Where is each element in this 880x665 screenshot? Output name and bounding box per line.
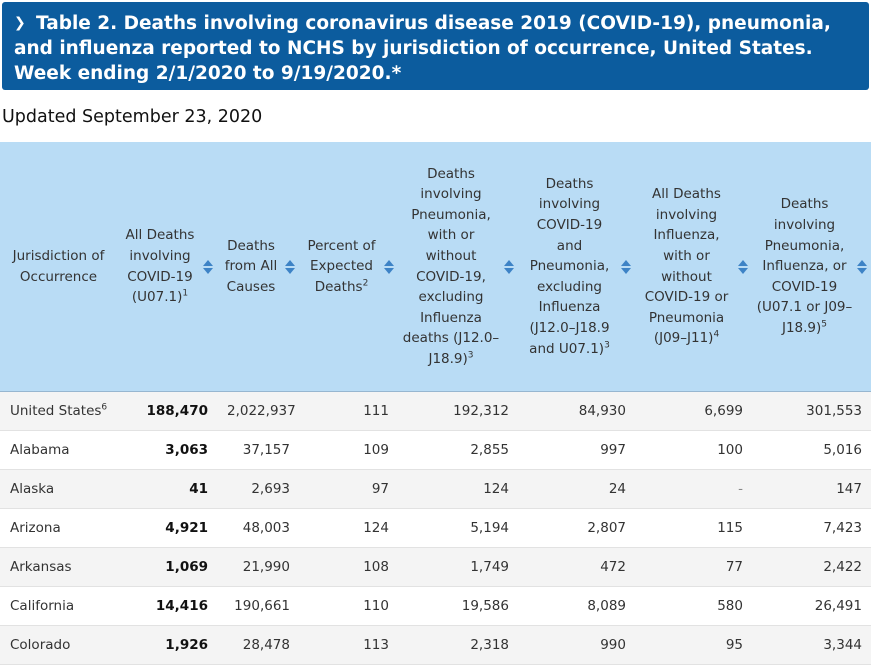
covid-deaths-cell: 4,921 <box>117 508 217 548</box>
covid-deaths-cell: 1,926 <box>117 625 217 665</box>
pneumonia-cell: 192,312 <box>398 391 518 431</box>
covid-deaths-cell: 41 <box>117 469 217 509</box>
updated-date: Updated September 23, 2020 <box>2 107 263 127</box>
all-causes-cell: 37,157 <box>217 430 299 470</box>
jurisdiction-cell: Alabama <box>0 430 117 470</box>
table-title: Table 2. Deaths involving coronavirus di… <box>14 13 831 84</box>
column-header-label: All Deaths involving COVID-19 (U07.1)1 <box>125 227 195 306</box>
column-header-label: Deaths involving COVID-19 and Pneumonia,… <box>529 175 610 357</box>
column-header-covid-and-pneumonia[interactable]: Deaths involving COVID-19 and Pneumonia,… <box>518 142 635 392</box>
pic-cell: 301,553 <box>752 391 871 431</box>
pic-cell: 7,423 <box>752 508 871 548</box>
sort-icon[interactable] <box>856 259 867 274</box>
all-causes-cell: 190,661 <box>217 586 299 626</box>
influenza-cell: 115 <box>635 508 752 548</box>
column-header-pneumonia[interactable]: Deaths involving Pneumonia, with or with… <box>398 142 518 392</box>
table-row: California 14,416 190,661 110 19,586 8,0… <box>0 586 871 626</box>
percent-expected-cell: 113 <box>299 625 398 665</box>
column-header-label: Deaths involving Pneumonia, Influenza, o… <box>756 196 853 336</box>
table-title-banner[interactable]: ❯ Table 2. Deaths involving coronavirus d… <box>2 2 869 90</box>
all-causes-cell: 2,022,937 <box>217 391 299 431</box>
covid-pneumonia-cell: 472 <box>518 547 635 587</box>
covid-pneumonia-cell: 997 <box>518 430 635 470</box>
influenza-cell: 580 <box>635 586 752 626</box>
column-header-label: Percent of Expected Deaths2 <box>307 237 376 295</box>
covid-deaths-cell: 14,416 <box>117 586 217 626</box>
covid-deaths-cell: 1,069 <box>117 547 217 587</box>
pneumonia-cell: 2,855 <box>398 430 518 470</box>
table-header-row: Jurisdiction of Occurrence All Deaths in… <box>0 142 871 392</box>
jurisdiction-cell: United States6 <box>0 391 117 431</box>
chevron-down-icon: ❯ <box>14 15 26 31</box>
influenza-cell: 100 <box>635 430 752 470</box>
column-header-all-causes[interactable]: Deaths from All Causes <box>217 142 299 392</box>
table-row: United States6 188,470 2,022,937 111 192… <box>0 391 871 431</box>
pic-cell: 26,491 <box>752 586 871 626</box>
column-header-label: Jurisdiction of Occurrence <box>12 247 105 285</box>
covid-deaths-cell: 3,063 <box>117 430 217 470</box>
column-header-covid-deaths[interactable]: All Deaths involving COVID-19 (U07.1)1 <box>117 142 217 392</box>
jurisdiction-cell: Alaska <box>0 469 117 509</box>
percent-expected-cell: 109 <box>299 430 398 470</box>
pneumonia-cell: 1,749 <box>398 547 518 587</box>
influenza-cell: 6,699 <box>635 391 752 431</box>
table-row: Alabama 3,063 37,157 109 2,855 997 100 5… <box>0 430 871 470</box>
percent-expected-cell: 110 <box>299 586 398 626</box>
covid-pneumonia-cell: 84,930 <box>518 391 635 431</box>
pneumonia-cell: 19,586 <box>398 586 518 626</box>
sort-icon[interactable] <box>620 259 631 274</box>
sort-icon[interactable] <box>202 259 213 274</box>
table-row: Arkansas 1,069 21,990 108 1,749 472 77 2… <box>0 547 871 587</box>
jurisdiction-cell: Arizona <box>0 508 117 548</box>
column-header-pic[interactable]: Deaths involving Pneumonia, Influenza, o… <box>752 142 871 392</box>
influenza-cell: 95 <box>635 625 752 665</box>
sort-icon[interactable] <box>383 259 394 274</box>
column-header-label: Deaths from All Causes <box>224 237 278 295</box>
all-causes-cell: 2,693 <box>217 469 299 509</box>
pic-cell: 5,016 <box>752 430 871 470</box>
pneumonia-cell: 124 <box>398 469 518 509</box>
jurisdiction-cell: Colorado <box>0 625 117 665</box>
pic-cell: 3,344 <box>752 625 871 665</box>
percent-expected-cell: 97 <box>299 469 398 509</box>
table-row: Arizona 4,921 48,003 124 5,194 2,807 115… <box>0 508 871 548</box>
percent-expected-cell: 124 <box>299 508 398 548</box>
covid-deaths-cell: 188,470 <box>117 391 217 431</box>
covid-pneumonia-cell: 24 <box>518 469 635 509</box>
column-header-label: All Deaths involving Influenza, with or … <box>644 186 729 347</box>
column-header-influenza[interactable]: All Deaths involving Influenza, with or … <box>635 142 752 392</box>
column-header-jurisdiction[interactable]: Jurisdiction of Occurrence <box>0 142 117 392</box>
percent-expected-cell: 108 <box>299 547 398 587</box>
table-row: Colorado 1,926 28,478 113 2,318 990 95 3… <box>0 625 871 665</box>
jurisdiction-cell: California <box>0 586 117 626</box>
sort-icon[interactable] <box>503 259 514 274</box>
covid-pneumonia-cell: 8,089 <box>518 586 635 626</box>
pic-cell: 2,422 <box>752 547 871 587</box>
pneumonia-cell: 5,194 <box>398 508 518 548</box>
table-row: Alaska 41 2,693 97 124 24 - 147 <box>0 469 871 509</box>
covid-pneumonia-cell: 990 <box>518 625 635 665</box>
sort-icon[interactable] <box>737 259 748 274</box>
covid-pneumonia-cell: 2,807 <box>518 508 635 548</box>
all-causes-cell: 21,990 <box>217 547 299 587</box>
percent-expected-cell: 111 <box>299 391 398 431</box>
all-causes-cell: 28,478 <box>217 625 299 665</box>
all-causes-cell: 48,003 <box>217 508 299 548</box>
column-header-percent-expected[interactable]: Percent of Expected Deaths2 <box>299 142 398 392</box>
deaths-table: Jurisdiction of Occurrence All Deaths in… <box>0 142 871 665</box>
influenza-cell: 77 <box>635 547 752 587</box>
pneumonia-cell: 2,318 <box>398 625 518 665</box>
jurisdiction-cell: Arkansas <box>0 547 117 587</box>
influenza-cell: - <box>635 469 752 509</box>
pic-cell: 147 <box>752 469 871 509</box>
column-header-label: Deaths involving Pneumonia, with or with… <box>402 165 500 367</box>
sort-icon[interactable] <box>284 259 295 274</box>
